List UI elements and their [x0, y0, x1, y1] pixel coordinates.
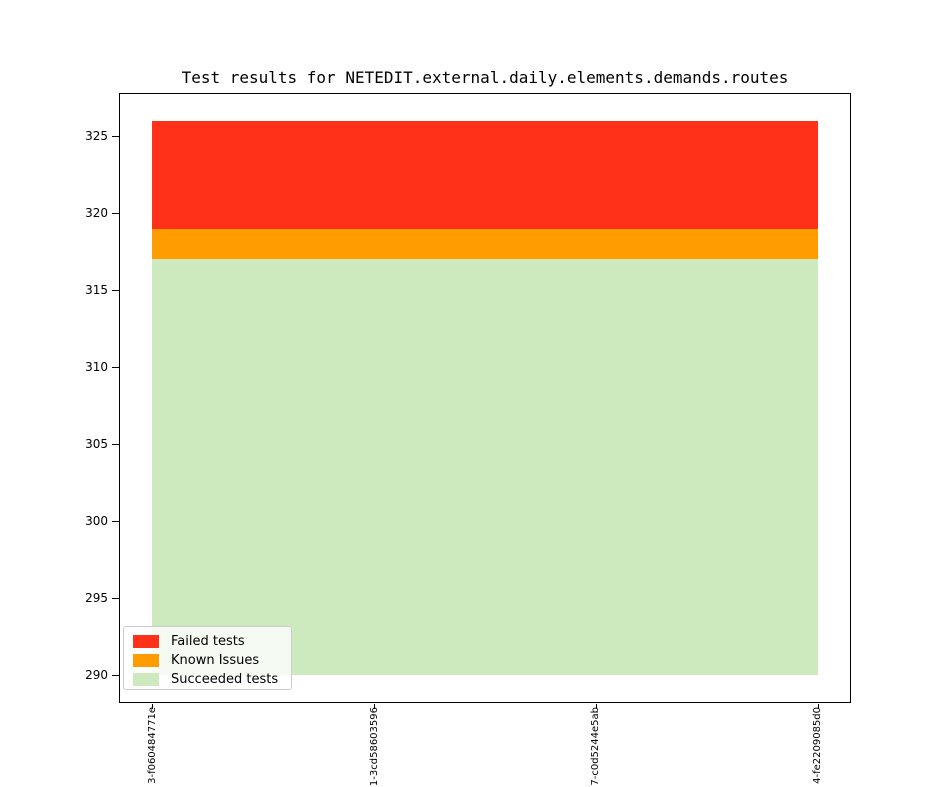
y-tick-label: 300 [85, 514, 108, 529]
x-tick-label: 1-3cd58603596 [368, 707, 380, 787]
legend-label: Known Issues [171, 653, 260, 668]
y-tick-label: 295 [85, 591, 108, 606]
y-tick-label: 290 [85, 668, 108, 683]
y-tick-label: 325 [85, 129, 108, 144]
y-tick-label: 310 [85, 360, 108, 375]
legend: Failed tests Known Issues Succeeded tests [123, 626, 292, 690]
y-tick-mark [112, 674, 119, 676]
legend-row: Failed tests [133, 632, 291, 651]
legend-swatch [133, 673, 159, 686]
legend-row: Known Issues [133, 651, 291, 670]
y-tick-mark [112, 597, 119, 599]
known-issues-area [152, 228, 818, 260]
x-tick-mark [374, 704, 376, 709]
legend-swatch [133, 635, 159, 648]
x-tick-label: 7-c0d5244e5ab [590, 707, 602, 786]
legend-swatch [133, 654, 159, 667]
x-tick-mark [595, 704, 597, 709]
failed-tests-area [152, 120, 818, 229]
chart-title: Test results for NETEDIT.external.daily.… [181, 68, 789, 87]
y-tick-mark [112, 212, 119, 214]
y-tick-label: 305 [85, 437, 108, 452]
x-tick-mark [817, 704, 819, 709]
y-tick-mark [112, 135, 119, 137]
legend-label: Succeeded tests [171, 672, 279, 687]
y-tick-mark [112, 366, 119, 368]
y-tick-mark [112, 443, 119, 445]
y-tick-mark [112, 520, 119, 522]
y-tick-label: 315 [85, 283, 108, 298]
y-tick-label: 320 [85, 206, 108, 221]
x-tick-label: 3-f060484771e [146, 707, 158, 784]
y-tick-mark [112, 289, 119, 291]
legend-row: Succeeded tests [133, 670, 291, 689]
x-tick-label: 4-fe2209085d0 [812, 707, 824, 784]
x-tick-mark [152, 704, 154, 709]
legend-label: Failed tests [171, 634, 245, 649]
succeeded-tests-area [152, 259, 818, 676]
